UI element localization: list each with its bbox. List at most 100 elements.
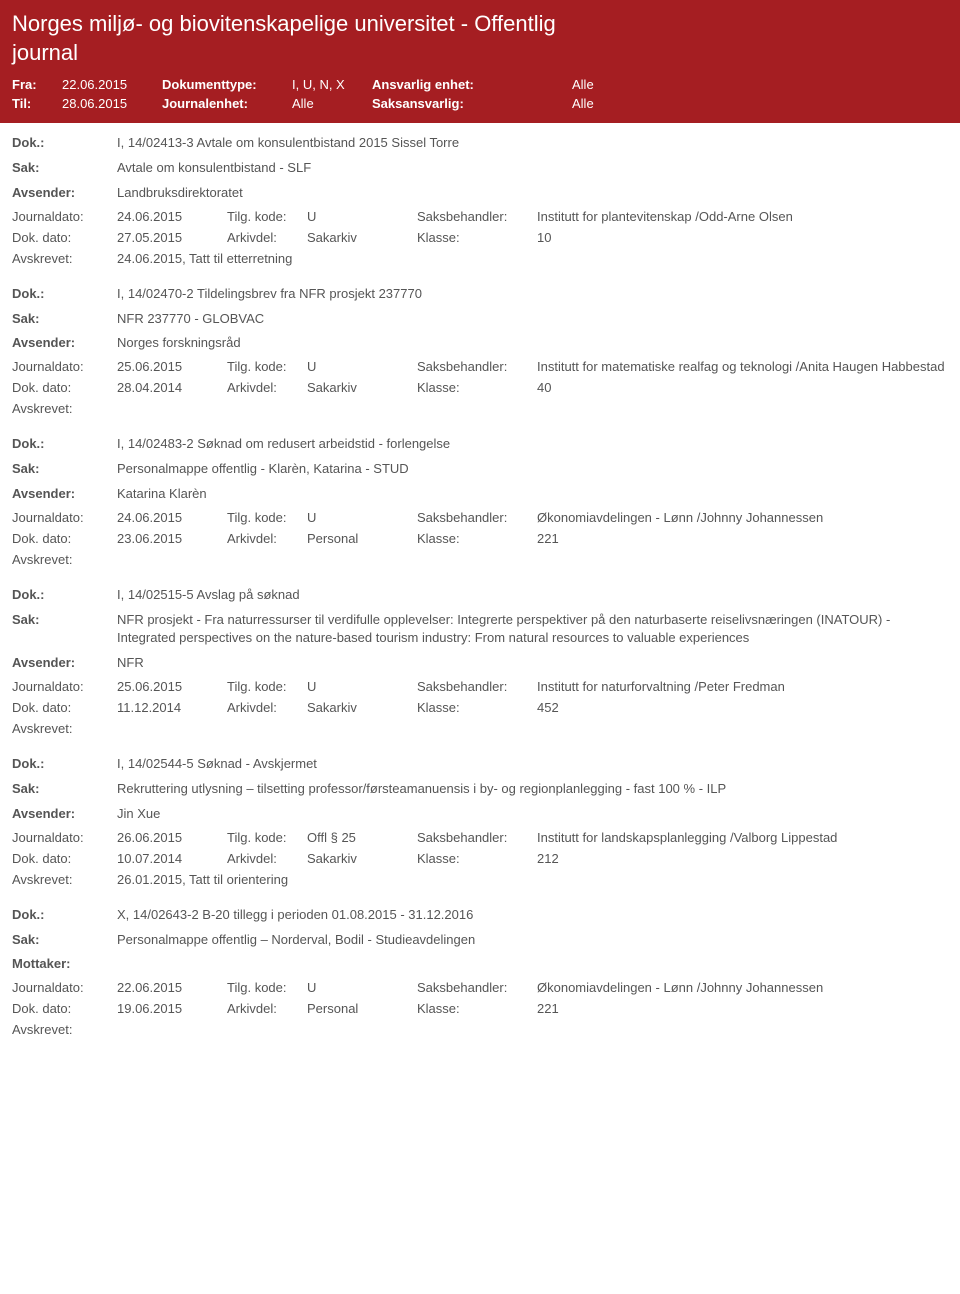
avskrevet-label: Avskrevet: [12, 721, 117, 736]
saksansvarlig-value: Alle [572, 96, 672, 111]
saksbehandler-value: Institutt for matematiske realfag og tek… [537, 359, 948, 374]
klasse-label: Klasse: [417, 1001, 537, 1016]
dokdato-label: Dok. dato: [12, 230, 117, 245]
dok-value: I, 14/02483-2 Søknad om redusert arbeids… [117, 435, 948, 454]
dokdato-label: Dok. dato: [12, 1001, 117, 1016]
sak-value: NFR prosjekt - Fra naturressurser til ve… [117, 611, 948, 649]
journaldato-label: Journaldato: [12, 679, 117, 694]
klasse-value: 221 [537, 1001, 948, 1016]
tilgkode-value: Offl § 25 [307, 830, 417, 845]
dok-value: I, 14/02413-3 Avtale om konsulentbistand… [117, 134, 948, 153]
journaldato-value: 25.06.2015 [117, 359, 227, 374]
klasse-value: 452 [537, 700, 948, 715]
klasse-label: Klasse: [417, 380, 537, 395]
avskrevet-value [117, 721, 948, 736]
dokdato-label: Dok. dato: [12, 380, 117, 395]
arkivdel-label: Arkivdel: [227, 380, 307, 395]
dok-value: X, 14/02643-2 B-20 tillegg i perioden 01… [117, 906, 948, 925]
dokdato-label: Dok. dato: [12, 531, 117, 546]
tilgkode-label: Tilg. kode: [227, 209, 307, 224]
dok-label: Dok.: [12, 285, 117, 304]
sak-label: Sak: [12, 159, 117, 178]
party-label: Avsender: [12, 485, 117, 504]
avskrevet-value: 24.06.2015, Tatt til etterretning [117, 251, 948, 266]
dok-value: I, 14/02544-5 Søknad - Avskjermet [117, 755, 948, 774]
dok-value: I, 14/02470-2 Tildelingsbrev fra NFR pro… [117, 285, 948, 304]
ansvarlig-value: Alle [572, 77, 672, 92]
tilgkode-label: Tilg. kode: [227, 359, 307, 374]
tilgkode-value: U [307, 679, 417, 694]
arkivdel-value: Personal [307, 1001, 417, 1016]
sak-value: NFR 237770 - GLOBVAC [117, 310, 948, 329]
avskrevet-value [117, 1022, 948, 1037]
saksbehandler-label: Saksbehandler: [417, 830, 537, 845]
party-label: Mottaker: [12, 955, 117, 974]
tilgkode-label: Tilg. kode: [227, 510, 307, 525]
avskrevet-label: Avskrevet: [12, 552, 117, 567]
dokdato-value: 28.04.2014 [117, 380, 227, 395]
party-label: Avsender: [12, 654, 117, 673]
tilgkode-value: U [307, 510, 417, 525]
party-value: Landbruksdirektoratet [117, 184, 948, 203]
journal-entry: Dok.:I, 14/02483-2 Søknad om redusert ar… [0, 424, 960, 575]
arkivdel-label: Arkivdel: [227, 851, 307, 866]
klasse-value: 212 [537, 851, 948, 866]
party-value [117, 955, 948, 974]
dok-value: I, 14/02515-5 Avslag på søknad [117, 586, 948, 605]
arkivdel-value: Sakarkiv [307, 700, 417, 715]
tilgkode-value: U [307, 209, 417, 224]
saksansvarlig-label: Saksansvarlig: [372, 96, 572, 111]
page-title: Norges miljø- og biovitenskapelige unive… [12, 10, 572, 67]
journaldato-value: 24.06.2015 [117, 209, 227, 224]
dokdato-value: 10.07.2014 [117, 851, 227, 866]
journaldato-value: 26.06.2015 [117, 830, 227, 845]
journaldato-label: Journaldato: [12, 980, 117, 995]
party-value: Katarina Klarèn [117, 485, 948, 504]
avskrevet-value [117, 552, 948, 567]
ansvarlig-label: Ansvarlig enhet: [372, 77, 572, 92]
page-header: Norges miljø- og biovitenskapelige unive… [0, 0, 960, 123]
saksbehandler-value: Institutt for naturforvaltning /Peter Fr… [537, 679, 948, 694]
party-value: Jin Xue [117, 805, 948, 824]
arkivdel-value: Sakarkiv [307, 380, 417, 395]
journal-entry: Dok.:I, 14/02515-5 Avslag på søknad Sak:… [0, 575, 960, 744]
journal-entry: Dok.:I, 14/02470-2 Tildelingsbrev fra NF… [0, 274, 960, 425]
party-value: NFR [117, 654, 948, 673]
arkivdel-label: Arkivdel: [227, 1001, 307, 1016]
dokdato-value: 19.06.2015 [117, 1001, 227, 1016]
party-label: Avsender: [12, 334, 117, 353]
arkivdel-label: Arkivdel: [227, 531, 307, 546]
klasse-value: 221 [537, 531, 948, 546]
tilgkode-label: Tilg. kode: [227, 830, 307, 845]
party-label: Avsender: [12, 184, 117, 203]
saksbehandler-label: Saksbehandler: [417, 209, 537, 224]
dokdato-value: 11.12.2014 [117, 700, 227, 715]
avskrevet-label: Avskrevet: [12, 1022, 117, 1037]
journal-entry: Dok.:I, 14/02413-3 Avtale om konsulentbi… [0, 123, 960, 274]
dokdato-value: 23.06.2015 [117, 531, 227, 546]
journal-entry: Dok.:X, 14/02643-2 B-20 tillegg i period… [0, 895, 960, 1046]
sak-label: Sak: [12, 780, 117, 799]
dok-label: Dok.: [12, 755, 117, 774]
journaldato-value: 24.06.2015 [117, 510, 227, 525]
journaldato-value: 25.06.2015 [117, 679, 227, 694]
klasse-label: Klasse: [417, 700, 537, 715]
tilgkode-label: Tilg. kode: [227, 679, 307, 694]
party-value: Norges forskningsråd [117, 334, 948, 353]
doktype-label: Dokumenttype: [162, 77, 292, 92]
journaldato-value: 22.06.2015 [117, 980, 227, 995]
entries-list: Dok.: I, 14/02413-3 Avtale om konsulentbi… [0, 123, 960, 1045]
klasse-value: 40 [537, 380, 948, 395]
header-meta: Fra: 22.06.2015 Dokumenttype: I, U, N, X… [12, 77, 948, 111]
dok-label: Dok.: [12, 435, 117, 454]
sak-label: Sak: [12, 310, 117, 329]
journalenhet-label: Journalenhet: [162, 96, 292, 111]
arkivdel-label: Arkivdel: [227, 230, 307, 245]
avskrevet-value: 26.01.2015, Tatt til orientering [117, 872, 948, 887]
dokdato-value: 27.05.2015 [117, 230, 227, 245]
avskrevet-label: Avskrevet: [12, 251, 117, 266]
dokdato-label: Dok. dato: [12, 851, 117, 866]
arkivdel-value: Sakarkiv [307, 851, 417, 866]
dokdato-label: Dok. dato: [12, 700, 117, 715]
til-value: 28.06.2015 [62, 96, 162, 111]
